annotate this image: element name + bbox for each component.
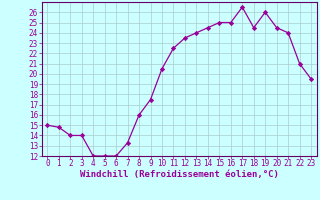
X-axis label: Windchill (Refroidissement éolien,°C): Windchill (Refroidissement éolien,°C) — [80, 170, 279, 179]
